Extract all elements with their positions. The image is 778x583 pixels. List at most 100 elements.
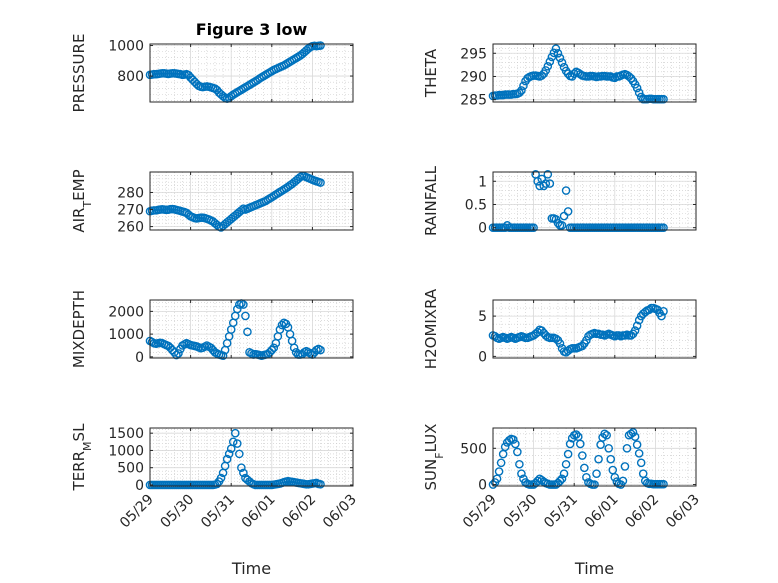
data-series xyxy=(145,171,325,232)
y-tick-label: 0.5 xyxy=(465,197,487,213)
data-point xyxy=(557,221,567,230)
y-tick-label: 1000 xyxy=(108,327,144,343)
axes-background xyxy=(493,172,696,230)
axes-box xyxy=(492,427,697,487)
data-point xyxy=(618,476,628,486)
data-point xyxy=(316,345,325,355)
data-point xyxy=(237,463,246,473)
data-point xyxy=(232,304,242,314)
data-point xyxy=(511,439,520,449)
axes-box xyxy=(149,299,354,359)
y-axis-label: THETA xyxy=(422,48,440,98)
data-point xyxy=(561,459,571,469)
chart-title: Figure 3 low xyxy=(196,20,308,39)
y-tick-label: 290 xyxy=(460,69,487,85)
data-series xyxy=(145,299,325,361)
axes-box xyxy=(492,299,697,359)
data-point xyxy=(239,300,248,309)
data-point xyxy=(620,462,630,471)
data-point xyxy=(500,223,510,232)
data-point xyxy=(494,467,504,476)
data-point xyxy=(559,469,569,478)
data-point xyxy=(659,306,668,316)
data-point xyxy=(561,186,571,195)
data-point xyxy=(555,53,565,63)
data-point xyxy=(243,327,252,337)
subplot-theta: 285 290 295 THETA xyxy=(422,43,697,109)
data-point xyxy=(549,48,559,58)
data-point xyxy=(630,432,640,442)
y-axis-label: PRESSURE xyxy=(70,34,88,113)
data-point xyxy=(533,476,542,486)
data-point xyxy=(565,439,575,449)
y-tick-label: 1500 xyxy=(108,426,144,442)
data-point xyxy=(553,48,563,58)
data-point xyxy=(634,315,644,325)
data-point xyxy=(630,326,640,335)
data-point xyxy=(515,459,524,469)
y-tick-label: 1000 xyxy=(108,443,144,459)
data-point xyxy=(508,435,518,444)
data-point xyxy=(519,81,528,91)
data-point xyxy=(275,325,285,334)
data-point xyxy=(575,439,585,449)
data-point xyxy=(551,44,561,53)
data-point xyxy=(557,474,567,484)
data-point xyxy=(517,469,526,478)
data-point xyxy=(500,442,510,452)
data-point xyxy=(541,66,551,75)
data-point xyxy=(578,451,587,460)
data-point xyxy=(241,311,250,321)
axes-box xyxy=(492,171,697,231)
data-point xyxy=(533,327,542,337)
y-tick-label: 295 xyxy=(460,46,487,62)
data-point xyxy=(216,473,226,483)
y-axis-label: H2OMIXRA xyxy=(422,288,440,369)
data-point xyxy=(218,351,228,361)
axes-box xyxy=(149,171,354,231)
data-point xyxy=(222,454,232,464)
data-point xyxy=(267,345,277,355)
data-point xyxy=(224,449,234,459)
data-point xyxy=(659,94,668,104)
y-tick-label: 500 xyxy=(460,441,487,457)
data-point xyxy=(316,41,325,50)
data-point xyxy=(594,454,603,464)
subplot-h2omixra: 0 5 H2OMIXRA xyxy=(422,288,697,369)
axes-box xyxy=(149,43,354,103)
data-point xyxy=(232,439,242,448)
y-axis-label: MIXDEPTH xyxy=(70,290,88,368)
data-point xyxy=(578,341,587,351)
data-point xyxy=(606,454,616,464)
data-point xyxy=(634,449,644,458)
data-point xyxy=(659,479,668,489)
data-point xyxy=(237,206,246,215)
data-point xyxy=(269,343,279,353)
y-tick-label: 0 xyxy=(135,478,144,494)
y-tick-label: 0 xyxy=(478,478,487,494)
y-tick-label: 1 xyxy=(478,174,487,190)
y-tick-label: 2000 xyxy=(108,304,144,320)
data-point xyxy=(557,58,567,67)
data-point xyxy=(636,458,646,468)
x-axis-label: Time xyxy=(574,559,614,578)
data-point xyxy=(592,469,601,478)
data-series xyxy=(145,428,325,490)
data-point xyxy=(580,463,589,473)
y-tick-label: 270 xyxy=(117,203,144,219)
data-point xyxy=(632,440,642,449)
data-point xyxy=(659,223,668,232)
axes-box xyxy=(492,43,697,103)
data-point xyxy=(590,480,599,489)
y-tick-label: 280 xyxy=(117,185,144,201)
data-point xyxy=(316,479,325,489)
data-point xyxy=(235,449,244,459)
data-point xyxy=(289,343,299,353)
data-point xyxy=(610,472,620,482)
data-point xyxy=(529,223,538,232)
data-point xyxy=(622,443,632,453)
data-point xyxy=(513,447,522,457)
subplot-pressure: 800 1000 PRESSURE Figure 3 low xyxy=(70,20,354,113)
